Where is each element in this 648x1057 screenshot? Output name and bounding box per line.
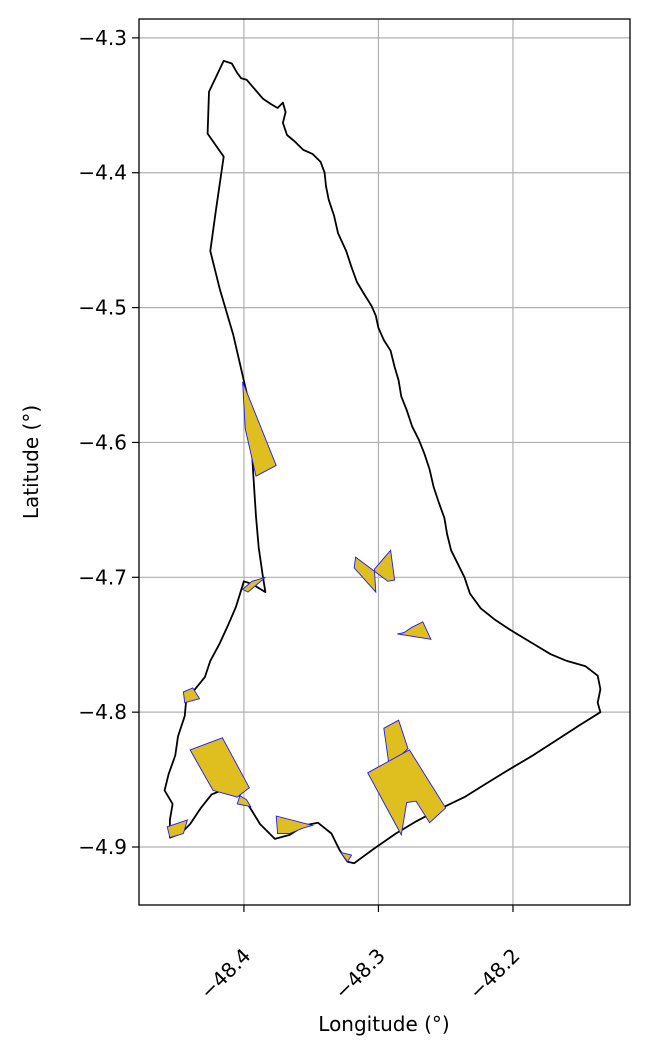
highlighted-area (236, 795, 252, 808)
y-tick-label: −4.7 (78, 565, 127, 589)
highlighted-area (242, 381, 277, 477)
highlighted-area (241, 576, 266, 593)
highlighted-area (397, 621, 432, 640)
highlighted-area (367, 749, 447, 837)
y-tick-label: −4.4 (78, 161, 127, 185)
y-tick-label: −4.3 (78, 26, 127, 50)
highlighted-area (353, 549, 396, 594)
y-tick-label: −4.9 (78, 835, 127, 859)
axes-frame (138, 18, 631, 906)
highlighted-area (189, 737, 250, 798)
highlighted-area (182, 687, 201, 704)
y-axis-label: Latitude (°) (19, 405, 43, 519)
y-tick-label: −4.5 (78, 296, 127, 320)
highlighted-area (275, 815, 315, 834)
boundary-layer (163, 59, 602, 865)
highlighted-area (166, 819, 189, 839)
y-tick-label: −4.8 (78, 700, 127, 724)
y-tick-label: −4.6 (78, 430, 127, 454)
highlighted-area (339, 851, 353, 863)
x-axis-label: Longitude (°) (318, 1012, 449, 1036)
grid-lines (139, 19, 630, 905)
polygon-layer (166, 381, 447, 863)
y-ticks: −4.3 −4.4 −4.5 −4.6 −4.7 −4.8 −4.9 (78, 26, 139, 859)
highlighted-area (383, 719, 409, 768)
region-boundary (163, 59, 602, 865)
